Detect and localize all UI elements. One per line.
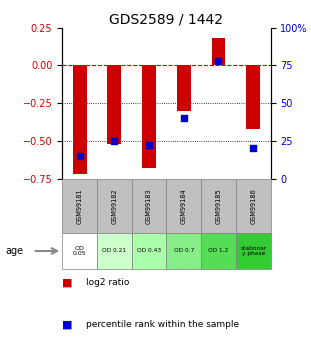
- Title: GDS2589 / 1442: GDS2589 / 1442: [109, 12, 223, 27]
- Text: OD 1.2: OD 1.2: [208, 248, 229, 254]
- Text: GSM99185: GSM99185: [216, 188, 221, 224]
- Point: [251, 146, 256, 151]
- Text: percentile rank within the sample: percentile rank within the sample: [86, 320, 239, 329]
- Text: GSM99181: GSM99181: [77, 188, 82, 224]
- Bar: [97, 179, 132, 233]
- Point: [112, 138, 117, 144]
- Bar: [246, 65, 260, 129]
- Bar: [201, 179, 236, 233]
- Bar: [211, 38, 225, 65]
- Bar: [62, 179, 97, 233]
- Text: GSM99182: GSM99182: [111, 188, 117, 224]
- Point: [216, 58, 221, 63]
- Text: GSM99183: GSM99183: [146, 188, 152, 224]
- Text: OD 0.21: OD 0.21: [102, 248, 126, 254]
- Text: OD 0.43: OD 0.43: [137, 248, 161, 254]
- Text: stationar
y phase: stationar y phase: [240, 246, 266, 256]
- Text: age: age: [6, 246, 24, 256]
- Text: log2 ratio: log2 ratio: [86, 278, 129, 287]
- Bar: [236, 233, 271, 269]
- Point: [77, 153, 82, 159]
- Point: [181, 115, 186, 121]
- Bar: [97, 233, 132, 269]
- Text: OD 0.7: OD 0.7: [174, 248, 194, 254]
- Point: [146, 142, 151, 148]
- Bar: [62, 233, 97, 269]
- Text: OD
0.05: OD 0.05: [73, 246, 86, 256]
- Bar: [107, 65, 121, 144]
- Bar: [201, 233, 236, 269]
- Bar: [166, 233, 201, 269]
- Bar: [142, 65, 156, 168]
- Bar: [236, 179, 271, 233]
- Bar: [132, 233, 166, 269]
- Text: ■: ■: [62, 278, 73, 288]
- Text: GSM99186: GSM99186: [250, 188, 256, 224]
- Bar: [177, 65, 191, 111]
- Text: ■: ■: [62, 319, 73, 329]
- Bar: [72, 65, 86, 174]
- Text: GSM99184: GSM99184: [181, 188, 187, 224]
- Bar: [132, 179, 166, 233]
- Bar: [166, 179, 201, 233]
